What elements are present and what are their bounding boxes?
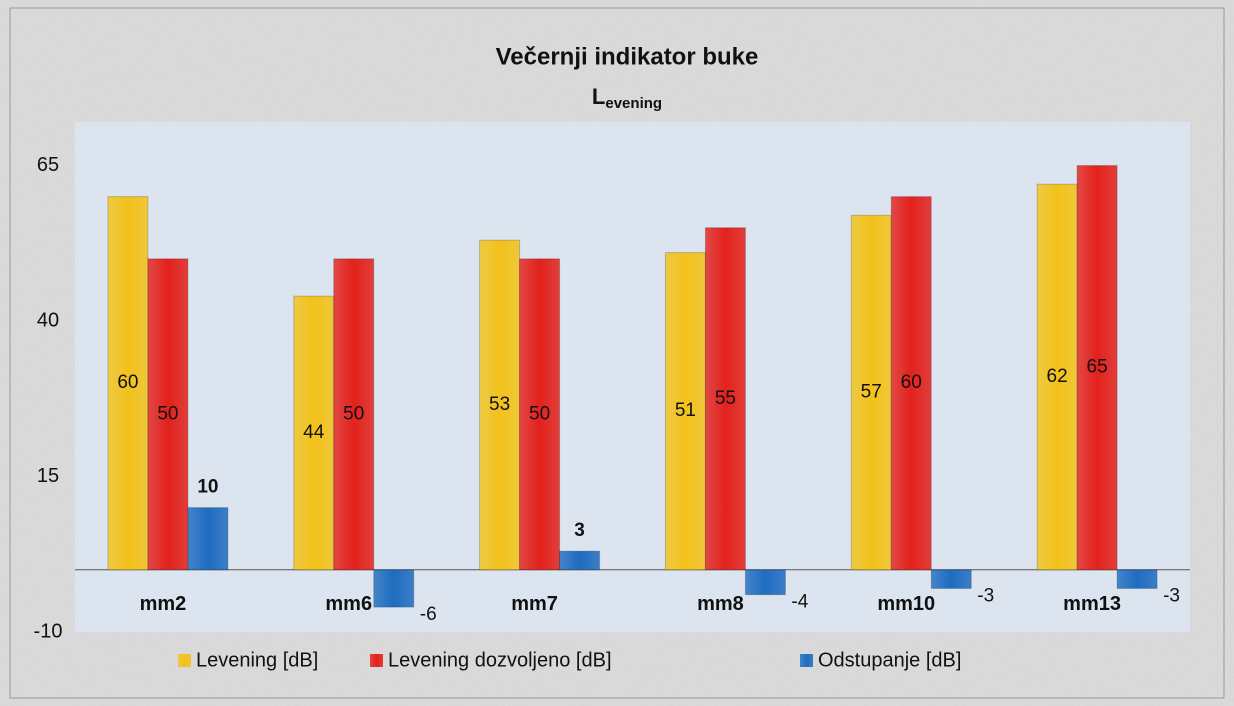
x-tick-label: mm7 bbox=[511, 593, 558, 615]
data-label: -3 bbox=[1163, 585, 1180, 606]
bar bbox=[1076, 165, 1118, 571]
data-label: 10 bbox=[197, 477, 218, 498]
bar bbox=[107, 196, 149, 571]
legend-swatch bbox=[178, 654, 191, 667]
data-label: -6 bbox=[420, 604, 437, 625]
legend-label: Levening dozvoljeno [dB] bbox=[388, 649, 612, 671]
chart-border bbox=[9, 7, 1225, 699]
y-tick-label: 15 bbox=[37, 465, 59, 487]
chart-title: Večernji indikator buke bbox=[496, 43, 759, 70]
bar bbox=[519, 258, 561, 571]
bar bbox=[559, 550, 601, 571]
x-tick-label: mm8 bbox=[697, 593, 744, 615]
data-label: 51 bbox=[675, 400, 696, 421]
x-tick-label: mm2 bbox=[140, 593, 187, 615]
data-label: 50 bbox=[529, 403, 550, 424]
data-label: 55 bbox=[715, 388, 736, 409]
x-tick-label: mm6 bbox=[325, 593, 372, 615]
bar bbox=[930, 569, 972, 589]
legend-swatch bbox=[800, 654, 813, 667]
data-label: 60 bbox=[901, 372, 922, 393]
data-label: 53 bbox=[489, 394, 510, 415]
data-label: 57 bbox=[861, 382, 882, 403]
bar bbox=[850, 214, 892, 571]
y-tick-label: 65 bbox=[37, 154, 59, 176]
data-label: 3 bbox=[574, 520, 585, 541]
chart-subtitle: Levening bbox=[592, 84, 662, 112]
data-label: 65 bbox=[1087, 357, 1108, 378]
y-tick-label: -10 bbox=[34, 620, 63, 642]
bar bbox=[704, 227, 746, 571]
legend-swatch bbox=[370, 654, 383, 667]
data-label: 62 bbox=[1047, 366, 1068, 387]
subtitle-main: L bbox=[592, 84, 605, 109]
plot-area bbox=[75, 122, 1190, 632]
legend-label: Odstupanje [dB] bbox=[818, 649, 961, 671]
data-label: 60 bbox=[117, 372, 138, 393]
legend-label: Levening [dB] bbox=[196, 649, 318, 671]
x-tick-label: mm13 bbox=[1063, 593, 1121, 615]
x-tick-label: mm10 bbox=[877, 593, 935, 615]
bar bbox=[1036, 183, 1078, 571]
bar bbox=[187, 507, 229, 571]
bar bbox=[890, 196, 932, 571]
bar bbox=[333, 258, 375, 571]
bar bbox=[293, 295, 335, 571]
bar bbox=[147, 258, 189, 571]
bar bbox=[744, 569, 786, 596]
bar bbox=[479, 239, 521, 571]
data-label: -3 bbox=[977, 585, 994, 606]
bar bbox=[1116, 569, 1158, 589]
data-label: 50 bbox=[343, 403, 364, 424]
bar bbox=[373, 569, 415, 608]
y-tick-label: 40 bbox=[37, 309, 59, 331]
data-label: -4 bbox=[791, 592, 808, 613]
subtitle-sub: evening bbox=[605, 95, 662, 112]
bar bbox=[664, 252, 706, 571]
data-label: 44 bbox=[303, 422, 325, 443]
data-label: 50 bbox=[157, 403, 178, 424]
